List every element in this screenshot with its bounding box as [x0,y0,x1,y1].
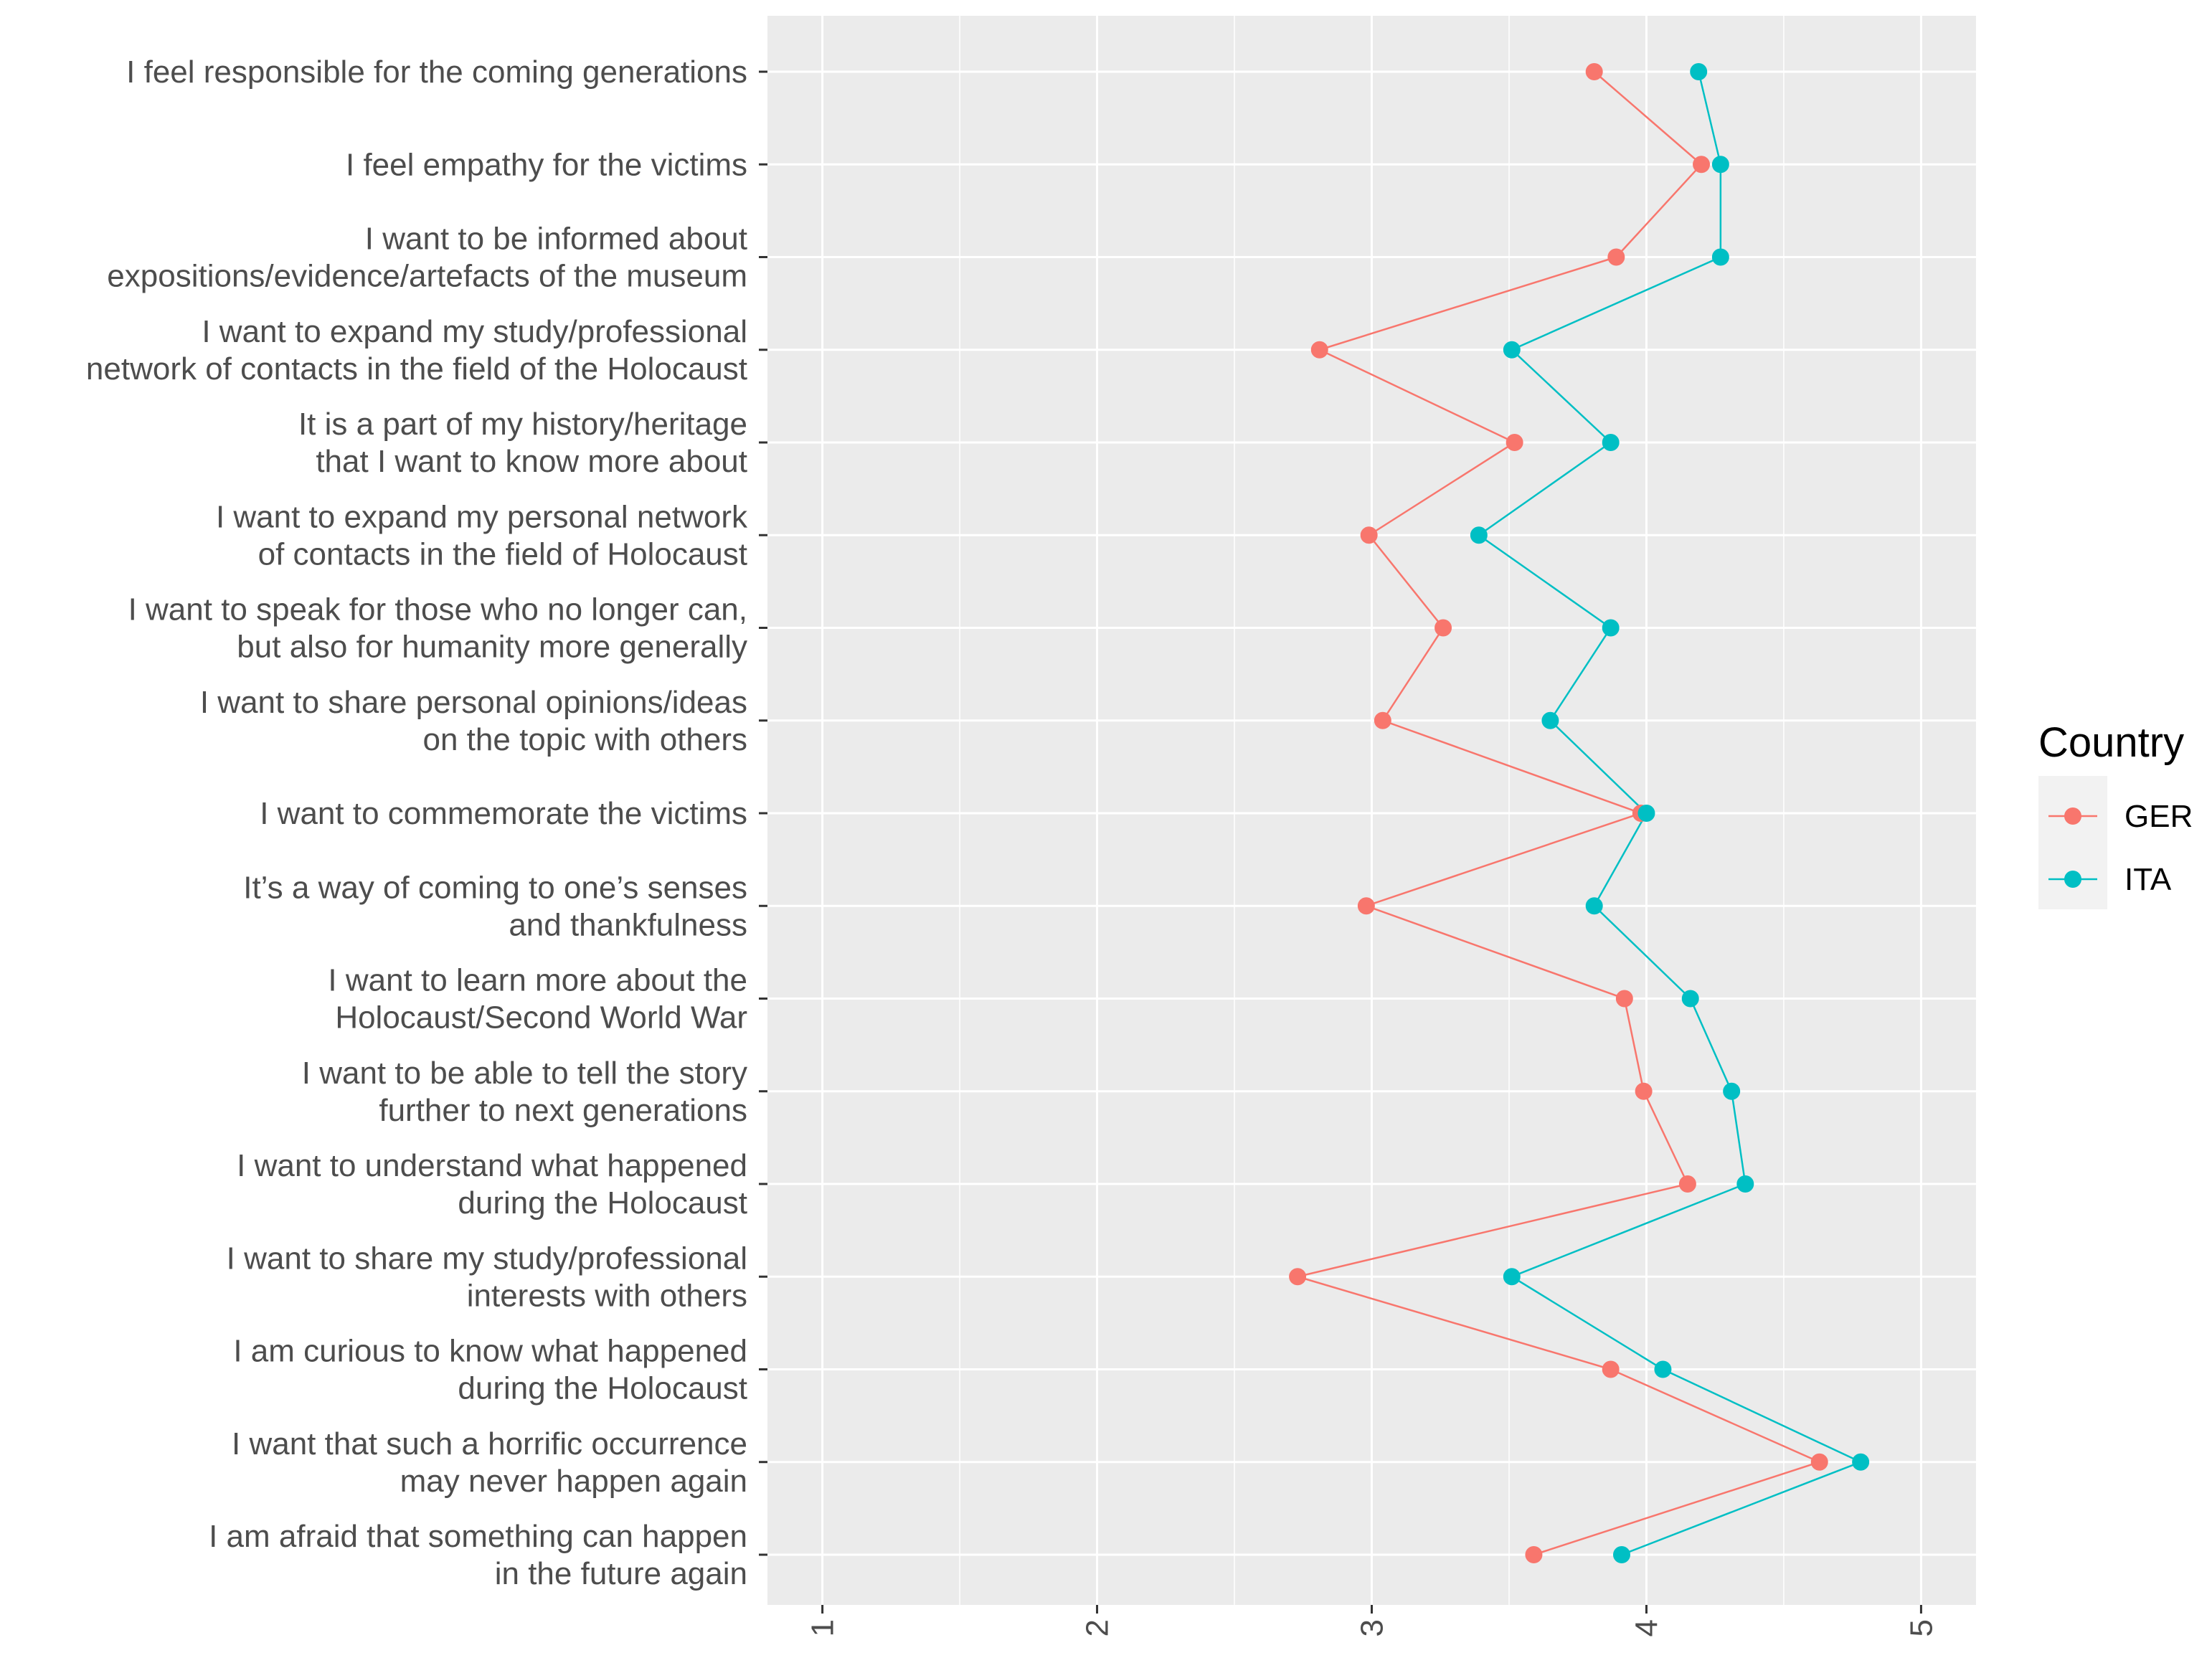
category-label: I want that such a horrific occurrence ma… [232,1426,747,1499]
data-point-ita [1612,1546,1630,1563]
category-label: I want to commemorate the victims [260,796,747,831]
category-label: It is a part of my history/heritage that … [298,407,747,479]
legend-label-ger: GER [2124,799,2193,834]
data-point-ger [1810,1453,1828,1471]
x-tick-label: 5 [1904,1619,1939,1636]
data-point-ita [1637,805,1655,822]
category-label: I want to share personal opinions/ideas o… [200,685,747,757]
category-label: I am afraid that something can happen in … [209,1519,747,1591]
series-points [1289,63,1870,1563]
data-point-ger [1435,619,1452,637]
category-label: I feel responsible for the coming genera… [126,55,747,90]
data-point-ita [1602,434,1620,451]
data-point-ita [1711,248,1729,266]
category-label: It’s a way of coming to one’s senses and … [243,870,747,942]
data-point-ger [1693,156,1711,174]
data-point-ita [1711,156,1729,174]
x-tick-label: 1 [805,1619,841,1636]
x-tick-label: 4 [1629,1619,1664,1636]
legend: Country GER ITA [2038,719,2193,909]
data-point-ger [1615,990,1633,1008]
data-point-ita [1852,1453,1870,1471]
data-point-ger [1289,1268,1307,1286]
category-label: I want to expand my personal network of c… [216,499,748,572]
data-point-ger [1585,63,1603,80]
data-point-ger [1525,1546,1543,1563]
category-label: I feel empathy for the victims [346,147,747,182]
legend-key-background [2038,776,2107,909]
data-point-ger [1607,248,1625,266]
data-point-ita [1503,341,1521,359]
data-point-ger [1678,1175,1696,1193]
data-point-ita [1690,63,1708,80]
data-point-ger [1602,1360,1620,1378]
data-point-ita [1723,1082,1741,1100]
data-point-ger [1506,434,1523,451]
category-label: I want to share my study/professional int… [227,1241,747,1313]
x-tick-label: 3 [1355,1619,1390,1636]
data-point-ita [1602,619,1620,637]
data-point-ger [1360,526,1378,544]
category-label: I want to expand my study/professional ne… [86,314,747,387]
data-point-ger [1635,1082,1653,1100]
y-axis: I feel responsible for the coming genera… [86,55,767,1591]
x-axis: 1 2 3 4 5 [805,1605,1939,1636]
category-label: I want to be able to tell the story furth… [302,1056,747,1128]
data-point-ger [1357,897,1375,915]
legend-key-point-ita [2064,871,2081,888]
legend-title: Country [2038,719,2184,766]
legend-key-point-ger [2064,807,2081,825]
data-point-ita [1681,990,1699,1008]
x-tick-label: 2 [1080,1619,1115,1636]
legend-label-ita: ITA [2124,862,2172,897]
category-label: I want to be informed about expositions/e… [107,222,747,294]
data-point-ger [1374,711,1391,729]
category-label: I am curious to know what happened during… [233,1334,747,1406]
data-point-ger [1310,341,1328,359]
category-label: I want to learn more about the Holocaust/… [328,963,747,1036]
category-label: I want to speak for those who no longer … [128,592,747,665]
data-point-ita [1470,526,1488,544]
data-point-ita [1736,1175,1754,1193]
data-point-ita [1654,1360,1672,1378]
data-point-ita [1585,897,1603,915]
data-point-ita [1541,711,1559,729]
category-label: I want to understand what happened during… [237,1148,747,1221]
data-point-ita [1503,1268,1521,1286]
